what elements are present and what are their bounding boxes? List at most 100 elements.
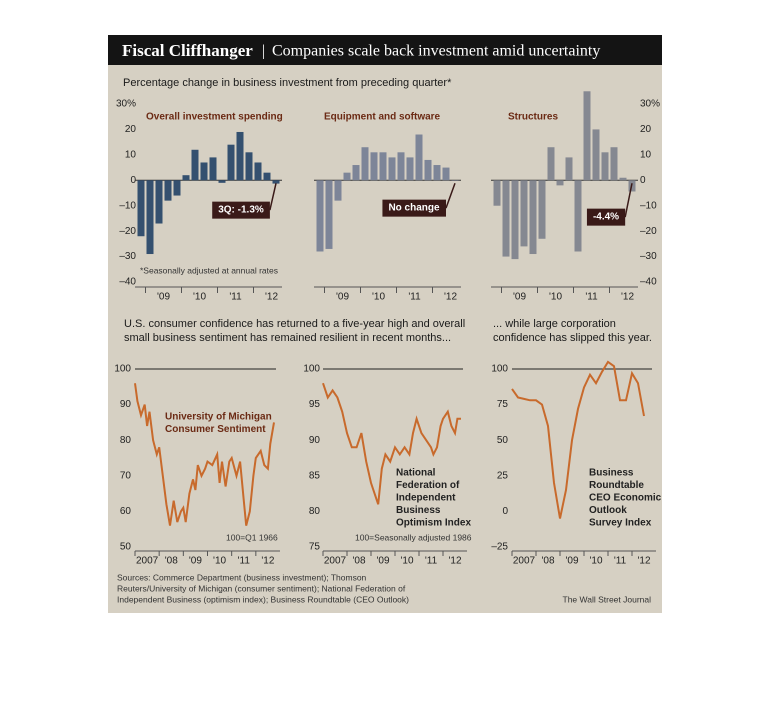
headline-title: Fiscal Cliffhanger xyxy=(122,41,253,60)
bar xyxy=(547,147,555,181)
series-note: Optimism Index xyxy=(396,518,471,529)
bar xyxy=(334,180,342,201)
x-tick-label: '08 xyxy=(541,556,554,567)
y-tick-label: –25 xyxy=(491,542,508,553)
line-series xyxy=(134,383,275,526)
x-tick-label: '10 xyxy=(193,292,206,303)
line-series xyxy=(511,360,645,519)
ceo-heading: ... while large corporation xyxy=(493,318,616,330)
y-tick-label: 20 xyxy=(125,124,137,135)
x-tick-label: 2007 xyxy=(324,556,347,567)
panel-background xyxy=(108,35,662,613)
y-tick-label: –10 xyxy=(119,200,136,211)
x-tick-label: '11 xyxy=(585,292,598,303)
y-tick-label: 0 xyxy=(130,175,136,186)
x-tick-label: '12 xyxy=(265,292,278,303)
confidence-heading: small business sentiment has remained re… xyxy=(124,332,451,344)
header-bar xyxy=(108,35,662,65)
sources: Independent Business (optimism index); B… xyxy=(117,594,409,604)
bar xyxy=(406,157,414,181)
x-tick-label: '11 xyxy=(238,556,251,567)
confidence-heading: U.S. consumer confidence has returned to… xyxy=(124,318,465,330)
base-note: 100=Q1 1966 xyxy=(226,532,278,542)
series-note: Business xyxy=(396,505,441,516)
bar xyxy=(370,152,378,181)
bar xyxy=(146,180,154,255)
bar xyxy=(538,180,546,239)
bar xyxy=(352,165,360,181)
bar xyxy=(254,162,262,181)
bar xyxy=(245,152,253,181)
y-tick-label: 85 xyxy=(309,470,321,481)
series-note: Outlook xyxy=(589,505,627,516)
annotation-box xyxy=(212,201,270,219)
bar xyxy=(379,152,387,181)
x-tick-label: '12 xyxy=(637,556,650,567)
x-tick-label: '10 xyxy=(372,292,385,303)
y-tick-label: 30% xyxy=(116,99,136,110)
series-note: Roundtable xyxy=(589,480,644,491)
y-tick-label: 90 xyxy=(309,435,321,446)
bar xyxy=(316,180,324,252)
bar xyxy=(565,157,573,181)
y-tick-label: 90 xyxy=(120,399,132,410)
annotation-pointer xyxy=(269,183,277,211)
y-tick-label: –40 xyxy=(119,277,136,288)
investment-heading: Percentage change in business investment… xyxy=(123,77,452,89)
annotation: -4.4% xyxy=(593,212,619,223)
bar xyxy=(155,180,163,224)
series-note: Consumer Sentiment xyxy=(165,424,266,435)
y-tick-label: 60 xyxy=(120,506,132,517)
bar xyxy=(520,180,528,247)
annotation: 3Q: -1.3% xyxy=(218,205,264,216)
y-tick-label: 75 xyxy=(309,542,321,553)
bar xyxy=(200,162,208,181)
y-tick-label: –40 xyxy=(640,277,657,288)
x-tick-label: '08 xyxy=(352,556,365,567)
bar xyxy=(601,152,609,181)
x-tick-label: '10 xyxy=(400,556,413,567)
y-tick-label: 70 xyxy=(120,470,132,481)
x-tick-label: '11 xyxy=(425,556,438,567)
bar xyxy=(529,180,537,255)
annotation-pointer xyxy=(624,183,633,218)
y-tick-label: 100 xyxy=(491,364,508,375)
bar xyxy=(415,134,423,181)
bar xyxy=(619,177,627,181)
annotation-box xyxy=(586,208,626,226)
y-tick-label: 20 xyxy=(640,124,652,135)
series-note: CEO Economic xyxy=(589,493,662,504)
panel-title: Structures xyxy=(508,112,558,123)
bar xyxy=(451,180,459,181)
bar xyxy=(442,167,450,181)
annotation-pointer xyxy=(445,183,456,209)
base-note: 100=Seasonally adjusted 1986 xyxy=(355,532,472,542)
panel-title: Equipment and software xyxy=(324,112,441,123)
x-tick-label: '10 xyxy=(589,556,602,567)
sources: Reuters/University of Michigan (consumer… xyxy=(117,583,406,593)
bar xyxy=(361,147,369,181)
bar xyxy=(583,91,591,181)
x-tick-label: 2007 xyxy=(136,556,159,567)
x-tick-label: '12 xyxy=(444,292,457,303)
bar xyxy=(493,180,501,206)
bar xyxy=(388,157,396,181)
x-tick-label: '11 xyxy=(408,292,421,303)
x-tick-label: '12 xyxy=(448,556,461,567)
y-tick-label: 100 xyxy=(114,364,131,375)
bar xyxy=(272,180,280,184)
bar xyxy=(227,144,235,181)
x-tick-label: '11 xyxy=(614,556,627,567)
x-tick-label: '09 xyxy=(157,292,170,303)
x-tick-label: '09 xyxy=(189,556,202,567)
bar xyxy=(343,172,351,181)
y-tick-label: 0 xyxy=(640,175,646,186)
y-tick-label: 100 xyxy=(303,364,320,375)
y-tick-label: –30 xyxy=(640,251,657,262)
x-tick-label: '10 xyxy=(549,292,562,303)
y-tick-label: 95 xyxy=(309,399,321,410)
bar xyxy=(191,149,199,181)
annotation-box xyxy=(382,199,446,217)
y-tick-label: 50 xyxy=(497,435,509,446)
